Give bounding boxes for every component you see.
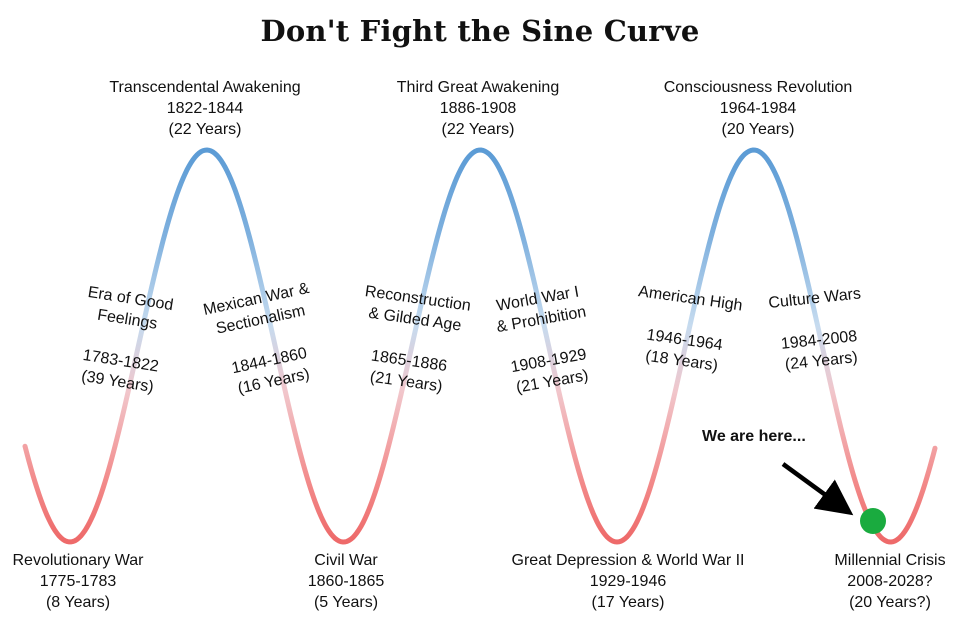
trough-name: Civil War: [314, 552, 378, 569]
peak-name: Third Great Awakening: [396, 79, 560, 96]
peak-name: Transcendental Awakening: [109, 79, 301, 96]
trough-label: Revolutionary War 1775-1783 (8 Years): [12, 550, 143, 613]
trough-years: 1775-1783: [39, 573, 117, 590]
we-are-here-label: We are here...: [702, 428, 806, 445]
peak-duration: (22 Years): [168, 121, 242, 138]
trough-duration: (20 Years?): [849, 594, 931, 611]
peak-label: Third Great Awakening 1886-1908 (22 Year…: [397, 77, 559, 140]
transition-label: American High 1946-1964 (18 Years): [628, 281, 744, 379]
transition-label: Culture Wars 1984-2008 (24 Years): [767, 283, 868, 376]
peak-duration: (22 Years): [441, 121, 515, 138]
trough-label: Great Depression & World War II 1929-194…: [512, 550, 745, 613]
pointer-arrow: [781, 462, 854, 516]
trough-years: 1929-1946: [589, 573, 667, 590]
peak-duration: (20 Years): [721, 121, 795, 138]
peak-years: 1886-1908: [439, 100, 517, 117]
trough-label: Civil War 1860-1865 (5 Years): [308, 550, 385, 613]
current-position-marker: [860, 508, 886, 534]
trough-name: Great Depression & World War II: [511, 552, 745, 569]
peak-years: 1964-1984: [719, 100, 797, 117]
trough-duration: (5 Years): [313, 594, 379, 611]
sine-curve: [22, 147, 938, 545]
peak-label: Consciousness Revolution 1964-1984 (20 Y…: [664, 77, 853, 140]
trough-years: 1860-1865: [307, 573, 385, 590]
trough-label: Millennial Crisis 2008-2028? (20 Years?): [834, 550, 945, 613]
transition-label: Era of Good Feelings 1783-1822 (39 Years…: [73, 282, 175, 399]
peak-name: Consciousness Revolution: [663, 79, 853, 96]
trough-years: 2008-2028?: [847, 573, 933, 590]
trough-duration: (17 Years): [591, 594, 665, 611]
transition-label: Reconstruction & Gilded Age 1865-1886 (2…: [352, 281, 472, 400]
trough-name: Revolutionary War: [12, 552, 144, 569]
transition-label: Mexican War & Sectionalism 1844-1860 (16…: [201, 278, 328, 403]
peak-label: Transcendental Awakening 1822-1844 (22 Y…: [109, 77, 300, 140]
page-title: Don't Fight the Sine Curve: [260, 14, 700, 48]
trough-duration: (8 Years): [45, 594, 111, 611]
trough-name: Millennial Crisis: [834, 552, 946, 569]
peak-years: 1822-1844: [166, 100, 244, 117]
transition-label: World War I & Prohibition 1908-1929 (21 …: [491, 281, 599, 400]
